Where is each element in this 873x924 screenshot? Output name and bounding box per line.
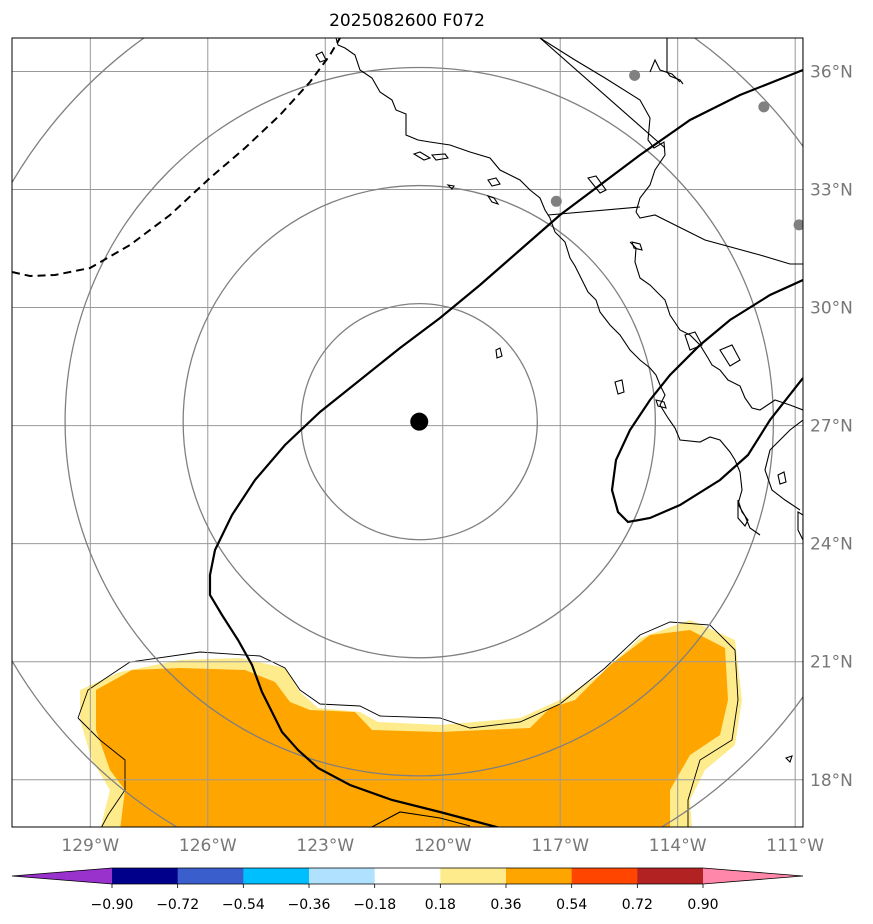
range-rings xyxy=(12,38,803,827)
colorbar-segment xyxy=(309,868,376,884)
colorbar-segment xyxy=(177,868,244,884)
contour-line-dashed xyxy=(12,38,341,278)
colorbar-tick-label: −0.72 xyxy=(156,897,199,913)
colorbar-segment xyxy=(243,868,310,884)
colorbar-tick-label: −0.54 xyxy=(222,897,265,913)
longitude-tick-label: 123°W xyxy=(296,836,354,856)
colorbar-tick-label: 0.54 xyxy=(556,897,587,913)
longitude-tick-label: 111°W xyxy=(766,836,824,856)
colorbar-segment xyxy=(112,868,179,884)
latitude-tick-label: 30°N xyxy=(810,299,853,319)
colorbar-extend-low xyxy=(12,868,112,884)
colorbar-tick-label: −0.36 xyxy=(288,897,331,913)
contour-line-solid-2 xyxy=(610,278,803,524)
map-area xyxy=(12,38,803,827)
coastline xyxy=(315,38,803,827)
contour-line-solid-1 xyxy=(208,68,803,827)
latitude-tick-label: 18°N xyxy=(810,771,853,791)
latitude-tick-label: 21°N xyxy=(810,653,853,673)
figure-title: 2025082600 F072 xyxy=(329,11,485,31)
longitude-tick-label: 126°W xyxy=(179,836,237,856)
map-frame xyxy=(11,37,804,828)
latitude-tick-label: 33°N xyxy=(810,181,853,201)
colorbar-tick-label: 0.18 xyxy=(425,897,456,913)
colorbar-tick-label: 0.72 xyxy=(622,897,653,913)
station-marker xyxy=(793,219,803,231)
colorbar-tick-labels: −0.90 −0.72 −0.54 −0.36 −0.18 0.18 0.36 0.54 0.7… xyxy=(91,897,719,913)
colorbar-segment xyxy=(374,868,441,884)
range-ring xyxy=(300,302,538,541)
colorbar-segment xyxy=(637,868,704,884)
station-marker xyxy=(550,195,562,207)
range-ring xyxy=(64,66,775,777)
colorbar-extend-high xyxy=(703,868,803,884)
latitude-labels: 18°N 21°N 24°N 27°N 30°N 33°N 36°N xyxy=(810,62,853,790)
center-marker xyxy=(410,412,429,431)
colorbar-segment xyxy=(440,868,507,884)
station-marker xyxy=(629,69,641,81)
colorbar-tick-label: −0.90 xyxy=(91,897,134,913)
longitude-tick-label: 117°W xyxy=(531,836,589,856)
latitude-tick-label: 27°N xyxy=(810,417,853,437)
anomaly-band-orange xyxy=(96,630,728,827)
latitude-tick-label: 24°N xyxy=(810,535,853,555)
colorbar xyxy=(11,867,804,888)
colorbar-tick-label: −0.18 xyxy=(353,897,396,913)
latitude-tick-label: 36°N xyxy=(810,62,853,82)
longitude-tick-label: 114°W xyxy=(649,836,707,856)
colorbar-segment xyxy=(571,868,638,884)
longitude-tick-label: 120°W xyxy=(414,836,472,856)
contour-line-dashed-top xyxy=(442,38,444,39)
longitude-tick-label: 129°W xyxy=(61,836,119,856)
colorbar-segment xyxy=(506,868,573,884)
graticule xyxy=(12,38,803,827)
station-marker xyxy=(758,101,770,113)
station-markers xyxy=(550,69,803,231)
longitude-labels: 129°W 126°W 123°W 120°W 117°W 114°W 111°W xyxy=(61,836,824,856)
colorbar-tick-label: 0.36 xyxy=(490,897,521,913)
anomaly-contour-outline xyxy=(77,621,739,827)
range-ring xyxy=(182,184,657,659)
colorbar-tick-label: 0.90 xyxy=(687,897,718,913)
